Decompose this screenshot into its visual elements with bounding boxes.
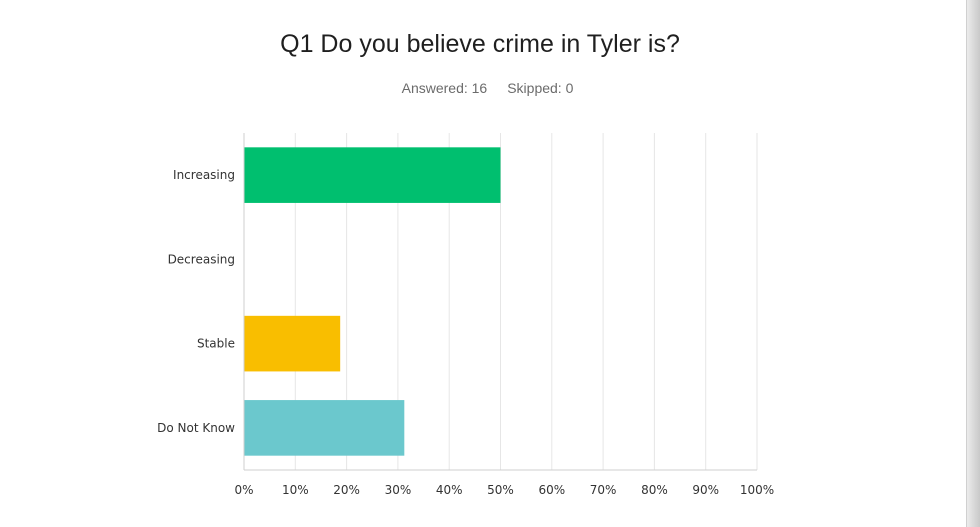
category-label: Do Not Know: [157, 421, 235, 435]
chart-bars: [244, 147, 501, 456]
question-title: Q1 Do you believe crime in Tyler is?: [280, 30, 680, 58]
category-labels: Increasing Decreasing Stable Do Not Know: [157, 168, 235, 435]
chart-axes: [243, 133, 757, 471]
x-tick-label: 10%: [282, 483, 309, 497]
window-scrollbar[interactable]: [966, 0, 980, 527]
bar-chart: Increasing Decreasing Stable Do Not Know 0%…: [157, 133, 774, 497]
x-tick-label: 20%: [333, 483, 360, 497]
x-tick-label: 100%: [740, 483, 774, 497]
x-tick-labels: 0% 10% 20% 30% 40% 50% 60% 70% 80% 90% 100%: [234, 483, 774, 497]
x-tick-label: 0%: [234, 483, 253, 497]
skipped-count: Skipped: 0: [507, 80, 574, 96]
category-label: Stable: [197, 337, 235, 351]
x-tick-label: 70%: [590, 483, 617, 497]
x-tick-label: 50%: [487, 483, 514, 497]
bar-stable[interactable]: [244, 315, 341, 372]
response-summary: Answered: 16 Skipped: 0: [0, 80, 975, 96]
answered-count: Answered: 16: [401, 80, 488, 96]
x-tick-label: 80%: [641, 483, 668, 497]
x-tick-label: 30%: [385, 483, 412, 497]
bar-do-not-know[interactable]: [244, 400, 405, 456]
category-label: Increasing: [173, 168, 235, 182]
bar-increasing[interactable]: [244, 147, 501, 203]
x-tick-label: 90%: [692, 483, 719, 497]
category-label: Decreasing: [168, 252, 235, 266]
x-tick-label: 60%: [538, 483, 565, 497]
x-tick-label: 40%: [436, 483, 463, 497]
